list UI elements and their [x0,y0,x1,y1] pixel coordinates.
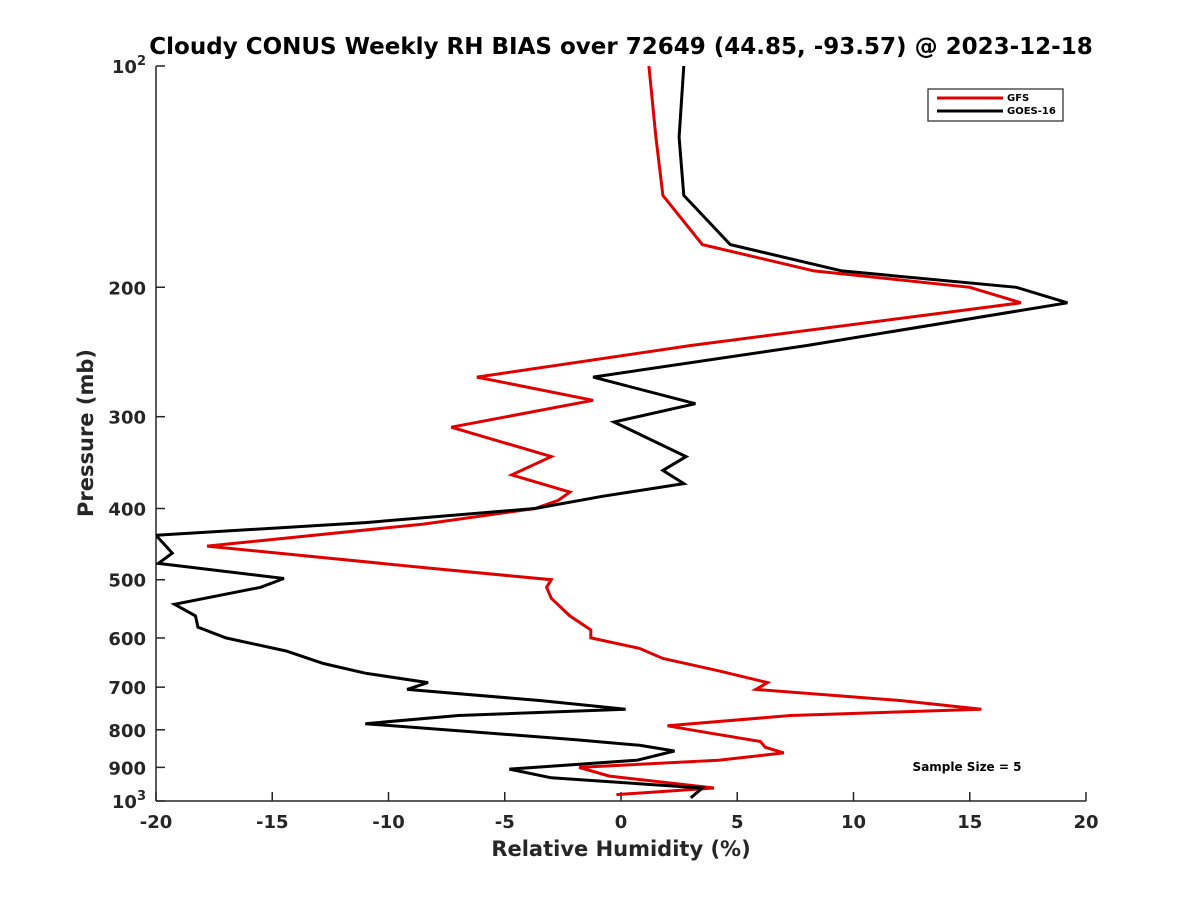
x-tick-label: -15 [256,812,289,833]
x-axis-ticks: -20 -15 -10 -5 0 5 10 15 20 [140,792,1099,833]
x-axis-label: Relative Humidity (%) [491,837,750,861]
legend-label-goes16: GOES-16 [1007,106,1056,117]
y-tick-label: 900 [108,758,146,779]
x-tick-label: 10 [841,812,866,833]
chart-legend[interactable]: GFS GOES-16 [927,88,1064,122]
plot-area: -20 -15 -10 -5 0 5 10 15 20 102 200 300 400 500 600 70… [108,54,1098,833]
y-tick-label: 103 [112,789,146,813]
x-tick-label: 5 [731,812,744,833]
chart-title: Cloudy CONUS Weekly RH BIAS over 72649 (… [149,34,1092,60]
y-tick-label: 800 [108,721,146,742]
y-tick-label: 700 [108,678,146,699]
y-tick-label: 500 [108,571,146,592]
series-line-goes16 [156,66,1068,799]
series-line-gfs [206,66,1022,797]
x-tick-label: 20 [1073,812,1098,833]
axis-box [155,66,1086,802]
series-layer [156,66,1068,799]
legend-box [927,88,1064,122]
x-tick-label: 15 [957,812,982,833]
y-tick-label: 400 [108,500,146,521]
y-axis-ticks: 102 200 300 400 500 600 700 800 900 103 [108,54,165,813]
sample-size-annotation: Sample Size = 5 [913,760,1022,774]
y-tick-label: 102 [112,54,146,78]
y-tick-label: 300 [108,408,146,429]
x-tick-label: -20 [140,812,173,833]
y-tick-label: 600 [108,629,146,650]
x-tick-label: -5 [495,812,515,833]
x-tick-label: 0 [615,812,628,833]
legend-label-gfs: GFS [1007,93,1029,104]
y-tick-label: 200 [108,278,146,299]
y-axis-label: Pressure (mb) [74,349,98,517]
x-tick-label: -10 [372,812,405,833]
